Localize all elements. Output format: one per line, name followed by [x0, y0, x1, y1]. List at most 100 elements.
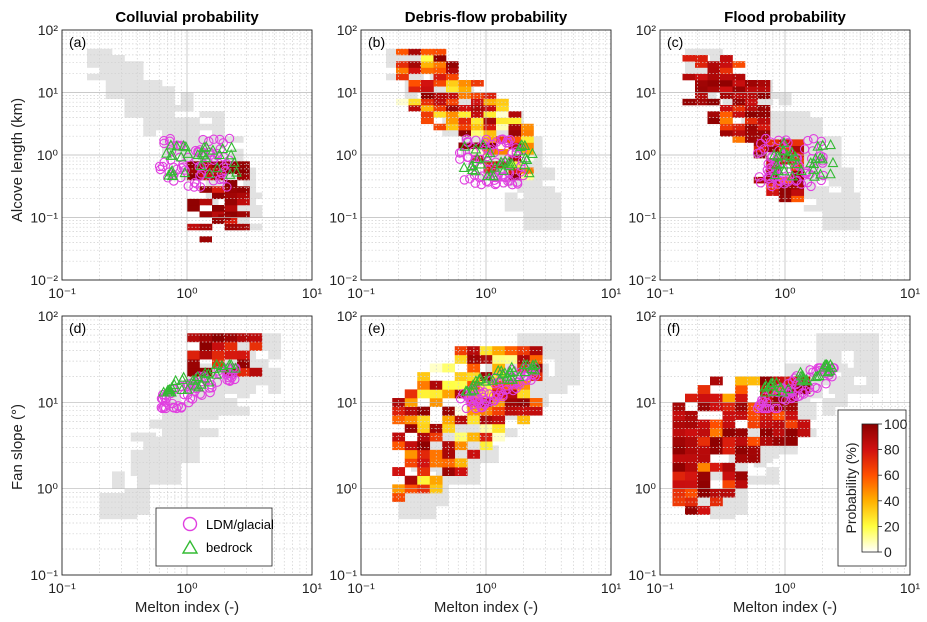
x-tick-label: 10¹ [900, 285, 921, 301]
bin-prob [695, 61, 708, 68]
point-bedrock [795, 366, 806, 377]
bin-gray [810, 123, 823, 131]
bin-prob [710, 445, 723, 455]
bin-gray [124, 501, 138, 511]
bin-gray [810, 130, 823, 137]
bin-prob [421, 86, 434, 93]
point-bedrock [225, 358, 237, 370]
bin-prob [735, 436, 748, 446]
x-tick-label: 10¹ [302, 285, 323, 301]
y-tick-label: 10² [337, 308, 358, 324]
y-tick-label: 10⁻² [329, 272, 357, 288]
bin-prob [760, 428, 773, 438]
bin-prob [720, 117, 733, 125]
colorbar-tick-label: 40 [884, 493, 900, 509]
colorbar-tick-label: 80 [884, 442, 900, 458]
bin-gray [710, 55, 723, 62]
bin-prob [421, 67, 434, 75]
point-bedrock [192, 148, 204, 160]
point-bedrock [203, 376, 215, 387]
bin-prob [471, 142, 484, 150]
bin-prob [417, 372, 431, 382]
bin-gray [697, 48, 711, 56]
xlabel-e: Melton index (-) [434, 599, 538, 616]
axes-frame [61, 315, 313, 576]
bin-prob [187, 173, 200, 181]
y-tick-label: 10⁻² [30, 272, 58, 288]
bin-gray [149, 80, 163, 87]
bin-gray [685, 67, 698, 75]
bin-gray [841, 376, 855, 386]
bin-gray [835, 217, 848, 225]
bin-gray [822, 406, 836, 416]
bin-gray [243, 180, 257, 187]
bin-gray [828, 180, 842, 187]
bin-gray [199, 406, 213, 416]
bin-prob [442, 380, 456, 390]
bin-gray [162, 86, 175, 93]
point-bedrock [769, 168, 781, 180]
point-bedrock [168, 378, 180, 389]
bin-prob [785, 419, 798, 429]
bin-prob [433, 48, 447, 56]
y-tick-label: 10⁻¹ [30, 567, 58, 583]
bin-gray [785, 363, 798, 373]
bin-gray [212, 111, 225, 118]
bin-gray [174, 130, 188, 137]
point-bedrock [477, 139, 489, 150]
bin-prob [757, 130, 771, 137]
bin-prob [710, 402, 723, 412]
point-bedrock [518, 158, 530, 170]
bin-gray [143, 117, 157, 125]
bin-prob [732, 130, 746, 137]
bin-prob [766, 189, 780, 196]
bin-prob [199, 350, 213, 360]
bin-prob [529, 354, 543, 364]
point-bedrock [775, 381, 787, 392]
bin-gray [249, 211, 263, 218]
point-ldm [774, 171, 784, 182]
bin-prob [429, 432, 443, 442]
bin-prob [396, 48, 409, 56]
point-ldm [752, 148, 763, 159]
y-tick-label: 10² [636, 22, 657, 38]
point-ldm [764, 167, 774, 178]
point-ldm [183, 181, 194, 191]
bin-prob [446, 73, 459, 81]
bin-gray [149, 419, 163, 429]
point-bedrock [527, 147, 538, 158]
bin-prob [722, 488, 736, 498]
bin-gray [105, 80, 119, 87]
bin-prob [735, 480, 748, 489]
bin-gray [554, 376, 568, 386]
panel-label: (b) [368, 34, 385, 50]
bin-prob [697, 445, 711, 455]
bin-prob [237, 211, 250, 218]
point-ldm [498, 178, 509, 188]
bin-gray [118, 67, 132, 75]
point-ldm [759, 403, 770, 414]
bin-gray [847, 217, 861, 225]
bin-prob [722, 445, 736, 455]
point-bedrock [523, 167, 535, 178]
point-bedrock [503, 156, 515, 167]
point-ldm [155, 164, 166, 175]
bin-gray [99, 492, 113, 502]
bin-prob [212, 205, 225, 212]
bin-gray [841, 333, 855, 343]
bin-prob [496, 148, 509, 156]
bin-gray [398, 55, 412, 62]
bin-prob [249, 333, 263, 343]
bin-prob [492, 415, 506, 425]
bin-gray [143, 475, 157, 485]
bin-prob [672, 419, 686, 429]
bin-prob [417, 380, 431, 390]
bin-gray [828, 350, 842, 360]
bin-prob [224, 217, 238, 225]
bin-gray [212, 117, 225, 125]
point-ldm [164, 136, 175, 147]
bin-gray [828, 333, 842, 343]
bin-prob [735, 454, 748, 464]
bin-gray [230, 155, 244, 162]
